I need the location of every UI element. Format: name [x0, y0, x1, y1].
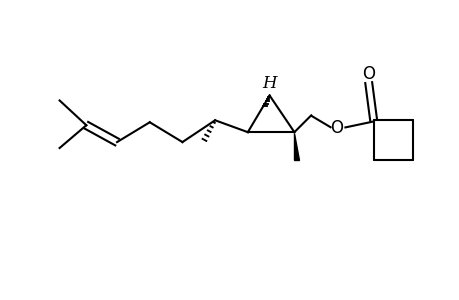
- Text: O: O: [361, 65, 375, 83]
- Text: H: H: [262, 75, 276, 92]
- Text: O: O: [330, 119, 343, 137]
- Polygon shape: [293, 133, 298, 160]
